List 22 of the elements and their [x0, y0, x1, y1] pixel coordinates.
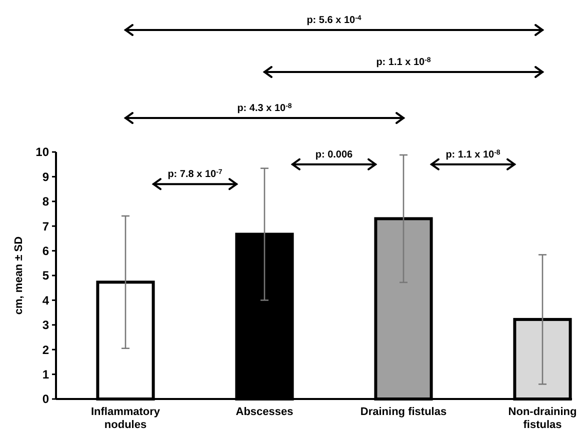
annotation: p: 0.006 — [315, 149, 354, 160]
y-tick-label: 0 — [42, 392, 50, 406]
x-tick-label: Inflammatory nodules — [90, 406, 161, 431]
y-tick-label: 6 — [42, 244, 50, 258]
x-tick-label: Abscesses — [236, 406, 294, 418]
annotation: p: 1.1 x 10$^{-8}$ — [446, 148, 500, 160]
y-tick-label: 2 — [42, 342, 50, 357]
y-tick-label: 10 — [36, 145, 50, 160]
text: p: 4.3 x 10$^{-8}$ — [237, 102, 292, 114]
text: p: 1.1 x 10$^{-8}$ — [376, 56, 431, 68]
x-tick-label: Draining fistulas — [360, 406, 447, 418]
y-tick-label: 5 — [42, 268, 50, 283]
x-tick-label: Non-draining fistulas — [508, 406, 577, 431]
y-tick-label: 3 — [42, 318, 50, 332]
y-tick-label: 1 — [42, 368, 50, 382]
y-tick-label: 9 — [42, 170, 50, 184]
annotation: p: 7.8 x 10$^{-7}$ — [168, 168, 222, 180]
text: p: 5.6 x 10$^{-4}$ — [306, 14, 362, 26]
y-tick-label: 8 — [42, 194, 50, 209]
y-tick-label: 4 — [42, 293, 50, 308]
y-tick-label: 7 — [42, 219, 50, 234]
y-axis-title: cm, mean ± SD — [13, 236, 25, 315]
